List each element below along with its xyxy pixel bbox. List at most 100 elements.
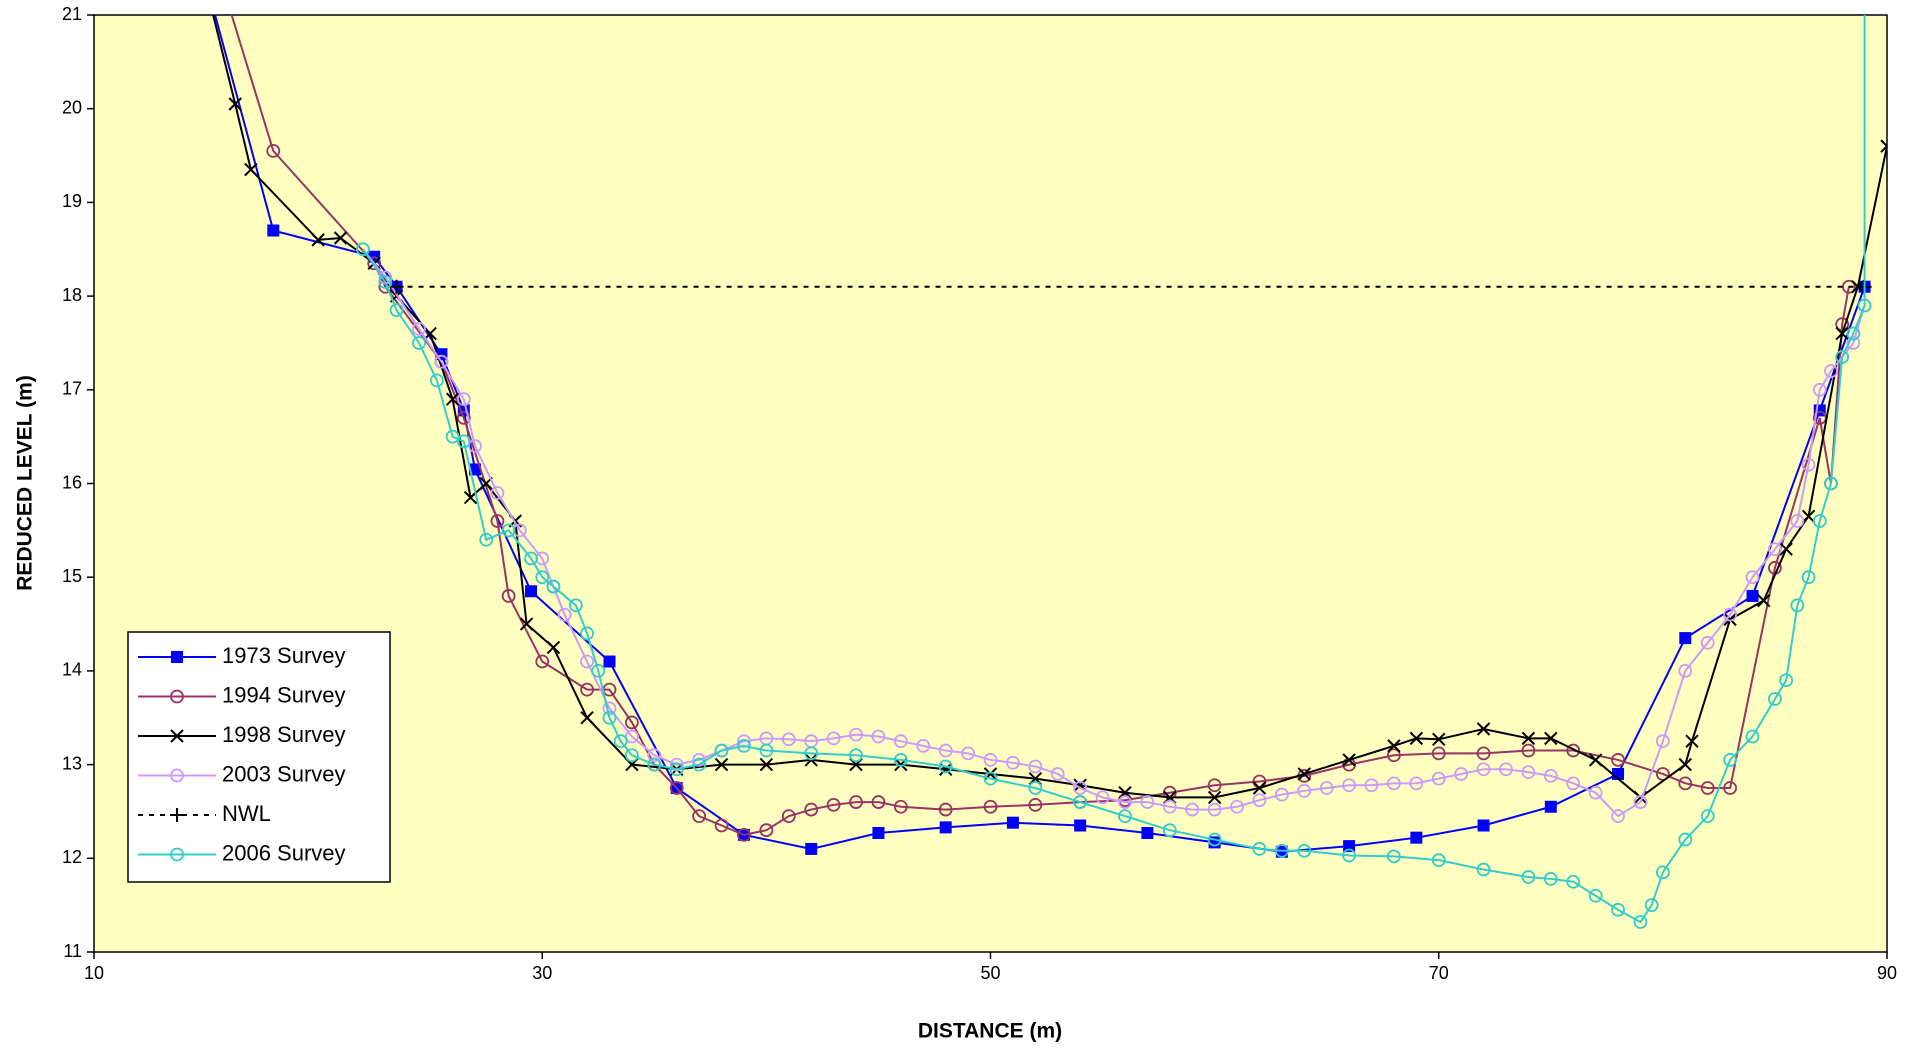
marker [1274, 787, 1289, 802]
marker [1006, 755, 1020, 770]
marker [1028, 759, 1043, 774]
marker [463, 490, 478, 505]
marker [1409, 731, 1424, 746]
marker [1678, 832, 1693, 847]
y-tick-label: 16 [62, 472, 82, 492]
marker [456, 434, 471, 449]
marker [1824, 476, 1838, 491]
marker [737, 734, 751, 749]
marker [1073, 795, 1088, 809]
marker [1387, 849, 1401, 864]
marker [849, 727, 863, 742]
marker [1678, 664, 1693, 678]
marker [1028, 781, 1043, 795]
marker [871, 795, 886, 809]
marker [1207, 802, 1222, 817]
marker [625, 748, 639, 763]
x-tick-label: 10 [84, 963, 104, 983]
marker [266, 143, 281, 158]
marker [1588, 785, 1603, 800]
marker [961, 746, 975, 761]
legend-box [127, 631, 391, 883]
marker [1633, 915, 1648, 929]
marker [1387, 748, 1401, 763]
marker [1700, 781, 1715, 795]
marker [647, 748, 662, 763]
marker [1723, 753, 1738, 767]
marker [1477, 819, 1490, 832]
marker [781, 732, 796, 747]
marker [170, 808, 184, 822]
x-tick-label: 30 [532, 963, 552, 983]
marker [1835, 350, 1850, 364]
marker [759, 757, 774, 772]
legend-label: 1998 Survey [222, 722, 346, 747]
marker [456, 392, 471, 407]
marker [1521, 743, 1536, 758]
marker [1812, 382, 1827, 397]
marker [1476, 722, 1491, 736]
marker [1342, 778, 1356, 793]
marker [1543, 872, 1558, 886]
marker [1342, 753, 1356, 767]
marker [1319, 781, 1334, 795]
marker [669, 762, 684, 777]
marker [1521, 765, 1536, 779]
marker [1801, 457, 1816, 472]
marker [1140, 795, 1155, 809]
marker [1790, 514, 1805, 528]
x-tick-label: 50 [980, 963, 1000, 983]
marker [244, 162, 258, 177]
marker [692, 757, 707, 772]
marker [1824, 364, 1838, 378]
marker [1476, 762, 1491, 777]
marker [1364, 778, 1379, 793]
marker [367, 256, 382, 271]
y-tick-label: 12 [62, 847, 82, 867]
marker [714, 743, 729, 758]
series-line [230, 15, 1850, 836]
marker [1768, 692, 1782, 706]
marker [1387, 776, 1401, 791]
legend-label: 1994 Survey [222, 682, 346, 707]
marker [1566, 776, 1581, 791]
marker [1790, 598, 1805, 613]
marker [1611, 753, 1625, 767]
series-line [362, 15, 1866, 924]
marker [430, 373, 444, 388]
marker [1028, 797, 1043, 812]
marker [469, 463, 482, 476]
marker [311, 233, 325, 247]
marker [267, 224, 280, 237]
marker [983, 771, 998, 786]
marker [1387, 739, 1401, 753]
marker [1343, 840, 1356, 853]
marker [938, 743, 953, 758]
marker [1746, 589, 1759, 602]
marker [1611, 902, 1625, 917]
marker [591, 664, 606, 678]
marker [1118, 795, 1132, 809]
marker [737, 738, 751, 753]
marker [737, 827, 751, 842]
marker [445, 392, 460, 406]
marker [893, 753, 908, 767]
marker [849, 795, 863, 809]
marker [1768, 542, 1782, 556]
marker [1499, 762, 1513, 777]
marker [580, 654, 594, 669]
y-tick-label: 21 [62, 4, 82, 24]
marker [1297, 783, 1312, 798]
marker [1410, 831, 1423, 844]
marker [170, 729, 184, 743]
marker [872, 827, 885, 840]
marker [1274, 843, 1289, 858]
marker [445, 429, 460, 444]
marker [1074, 819, 1087, 832]
marker [525, 585, 538, 598]
marker [1880, 139, 1887, 153]
marker [669, 781, 684, 795]
marker [1207, 790, 1222, 805]
marker [1521, 870, 1536, 884]
marker [501, 523, 516, 538]
